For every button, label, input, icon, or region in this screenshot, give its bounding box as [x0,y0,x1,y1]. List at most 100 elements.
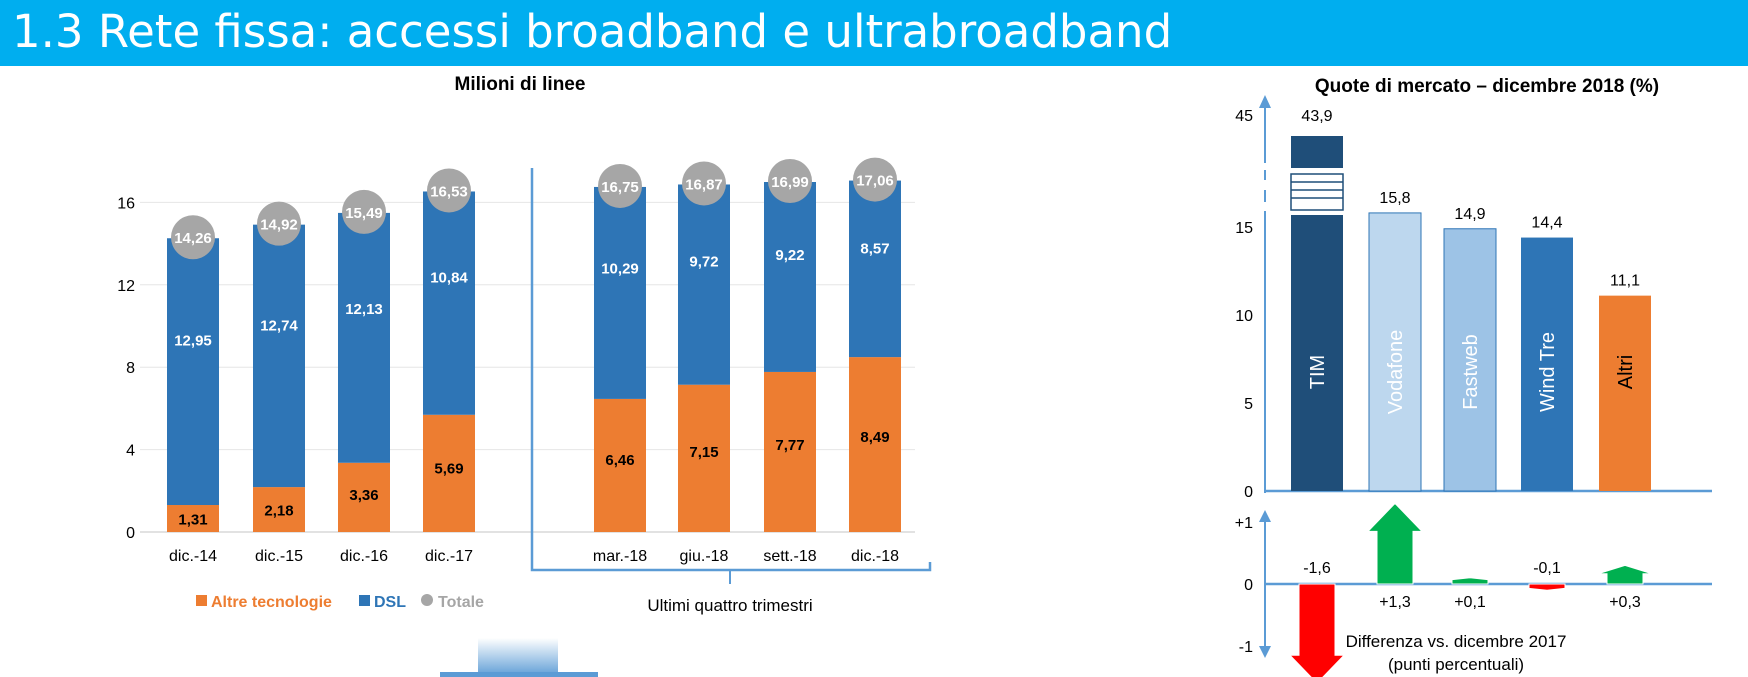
marker-totale-0 [171,215,215,260]
diff-label-1: +1,3 [1379,594,1411,611]
label-totale-1: 14,92 [260,217,298,234]
left-bars: 1,31 12,95 14,26 2,18 12,74 14,92 3,36 12,13 15,… [167,157,901,532]
label-dsl-6: 9,22 [775,247,804,264]
quarters-label: Ultimi quattro trimestri [647,596,812,615]
bar-share-tim-break [1290,173,1344,211]
bar-share-1 [1368,212,1422,492]
label-share-2: 14,9 [1454,206,1485,223]
label-dsl-3: 10,84 [430,269,468,286]
left-xtick-label-6: sett.-18 [763,548,816,565]
diff-ytick-label-1: 0 [1244,577,1253,594]
page-title: 1.3 Rete fissa: accessi broadband e ultr… [12,5,1173,58]
left-ytick-label-0: 0 [126,525,135,542]
legend-altre-label: Altre tecnologie [211,594,332,611]
label-totale-3: 16,53 [430,183,468,200]
diff-y-axis-down-arrow-icon [1259,646,1271,658]
diff-arrow-0-down-icon [1288,583,1346,677]
label-dsl-2: 12,13 [345,301,383,318]
bar-dsl-6 [764,182,816,372]
bar-altre-5 [678,384,730,532]
bar-dsl-7 [849,180,901,358]
marker-totale-3 [427,168,471,213]
left-xtick-label-2: dic.-16 [340,548,388,565]
legend-totale-swatch [421,594,433,606]
label-totale-4: 16,75 [601,179,639,196]
legend-altre-swatch [196,595,207,606]
label-dsl-4: 10,29 [601,261,639,278]
diff-label-4: +0,3 [1609,594,1641,611]
marker-totale-5 [682,161,726,206]
right-ytick-label-10: 10 [1235,308,1253,325]
legend-totale-label: Totale [438,594,484,611]
marker-totale-1 [257,201,301,246]
right-ytick-label-0: 0 [1244,484,1253,501]
label-altre-3: 5,69 [434,461,463,478]
label-share-1: 15,8 [1379,190,1410,207]
marker-totale-2 [342,189,386,234]
right-y-axis-upper-arrow-icon [1259,95,1271,108]
right-bars: 43,9 TIM 15,8 Vodafone 14,9 Fastweb 14,4 Wind T… [1290,108,1651,492]
label-altre-2: 3,36 [349,487,378,504]
left-xtick-label-1: dic.-15 [255,548,303,565]
diff-y-ticks: -1 0 +1 [1235,515,1253,656]
left-ytick-label-16: 16 [117,195,135,212]
label-totale-6: 16,99 [771,174,809,191]
bar-dsl-5 [678,184,730,385]
bar-name-2: Fastweb [1460,334,1482,410]
bar-share-2 [1443,228,1497,492]
bar-dsl-1 [253,224,305,488]
diff-label-0: -1,6 [1303,560,1331,577]
label-totale-0: 14,26 [174,230,212,247]
bar-dsl-2 [338,212,390,463]
left-xtick-label-7: dic.-18 [851,548,899,565]
down-nav-arrow-icon [440,638,598,677]
bar-altre-3 [423,414,475,532]
diff-ytick-label-2: +1 [1235,515,1253,532]
label-altre-4: 6,46 [605,452,634,469]
diff-ytick-label-0: -1 [1239,639,1253,656]
marker-totale-6 [768,159,812,204]
left-x-axis: dic.-14 dic.-15 dic.-16 dic.-17 mar.-18 giu.-… [169,548,899,565]
bar-altre-2 [338,462,390,532]
left-chart-title: Milioni di linee [455,74,586,95]
bar-share-tim-upper [1291,136,1343,168]
bar-name-3: Wind Tre [1537,332,1559,412]
left-xtick-label-0: dic.-14 [169,548,217,565]
bar-altre-1 [253,487,305,532]
marker-totale-4 [598,163,642,208]
bar-altre-4 [594,398,646,532]
label-share-3: 14,4 [1531,215,1562,232]
right-ytick-label-5: 5 [1244,396,1253,413]
left-xtick-label-4: mar.-18 [593,548,647,565]
label-share-tim: 43,9 [1301,108,1332,125]
bar-name-4: Altri [1615,355,1637,389]
right-chart-title: Quote di mercato – dicembre 2018 (%) [1315,76,1659,97]
right-ytick-label-45: 45 [1235,108,1253,125]
label-dsl-5: 9,72 [689,254,718,271]
diff-arrow-4-up-icon [1597,564,1653,585]
diff-arrow-3-down-icon [1519,583,1575,591]
label-totale-2: 15,49 [345,205,383,222]
label-dsl-7: 8,57 [860,241,889,258]
diff-title: Differenza vs. dicembre 2017 [1346,632,1567,651]
bar-dsl-4 [594,186,646,399]
bar-dsl-0 [167,238,219,506]
bar-altre-6 [764,371,816,532]
left-ytick-label-4: 4 [126,443,135,460]
bar-dsl-3 [423,191,475,415]
label-dsl-1: 12,74 [260,317,298,334]
bar-share-4 [1599,295,1651,491]
diff-arrow-1-up-icon [1366,502,1424,585]
marker-totale-7 [853,157,897,202]
diff-label-2: +0,1 [1454,594,1486,611]
left-ytick-label-8: 8 [126,360,135,377]
diff-arrows: -1,6 +1,3 +0,1 -0,1 +0,3 [1288,502,1653,677]
right-y-ticks: 0 5 10 15 45 [1235,108,1253,501]
label-totale-5: 16,87 [685,176,723,193]
bar-share-3 [1521,237,1573,491]
label-altre-5: 7,15 [689,444,718,461]
bar-name-1: Vodafone [1385,330,1407,415]
bar-name-0: TIM [1307,355,1329,389]
right-ytick-label-15: 15 [1235,220,1253,237]
